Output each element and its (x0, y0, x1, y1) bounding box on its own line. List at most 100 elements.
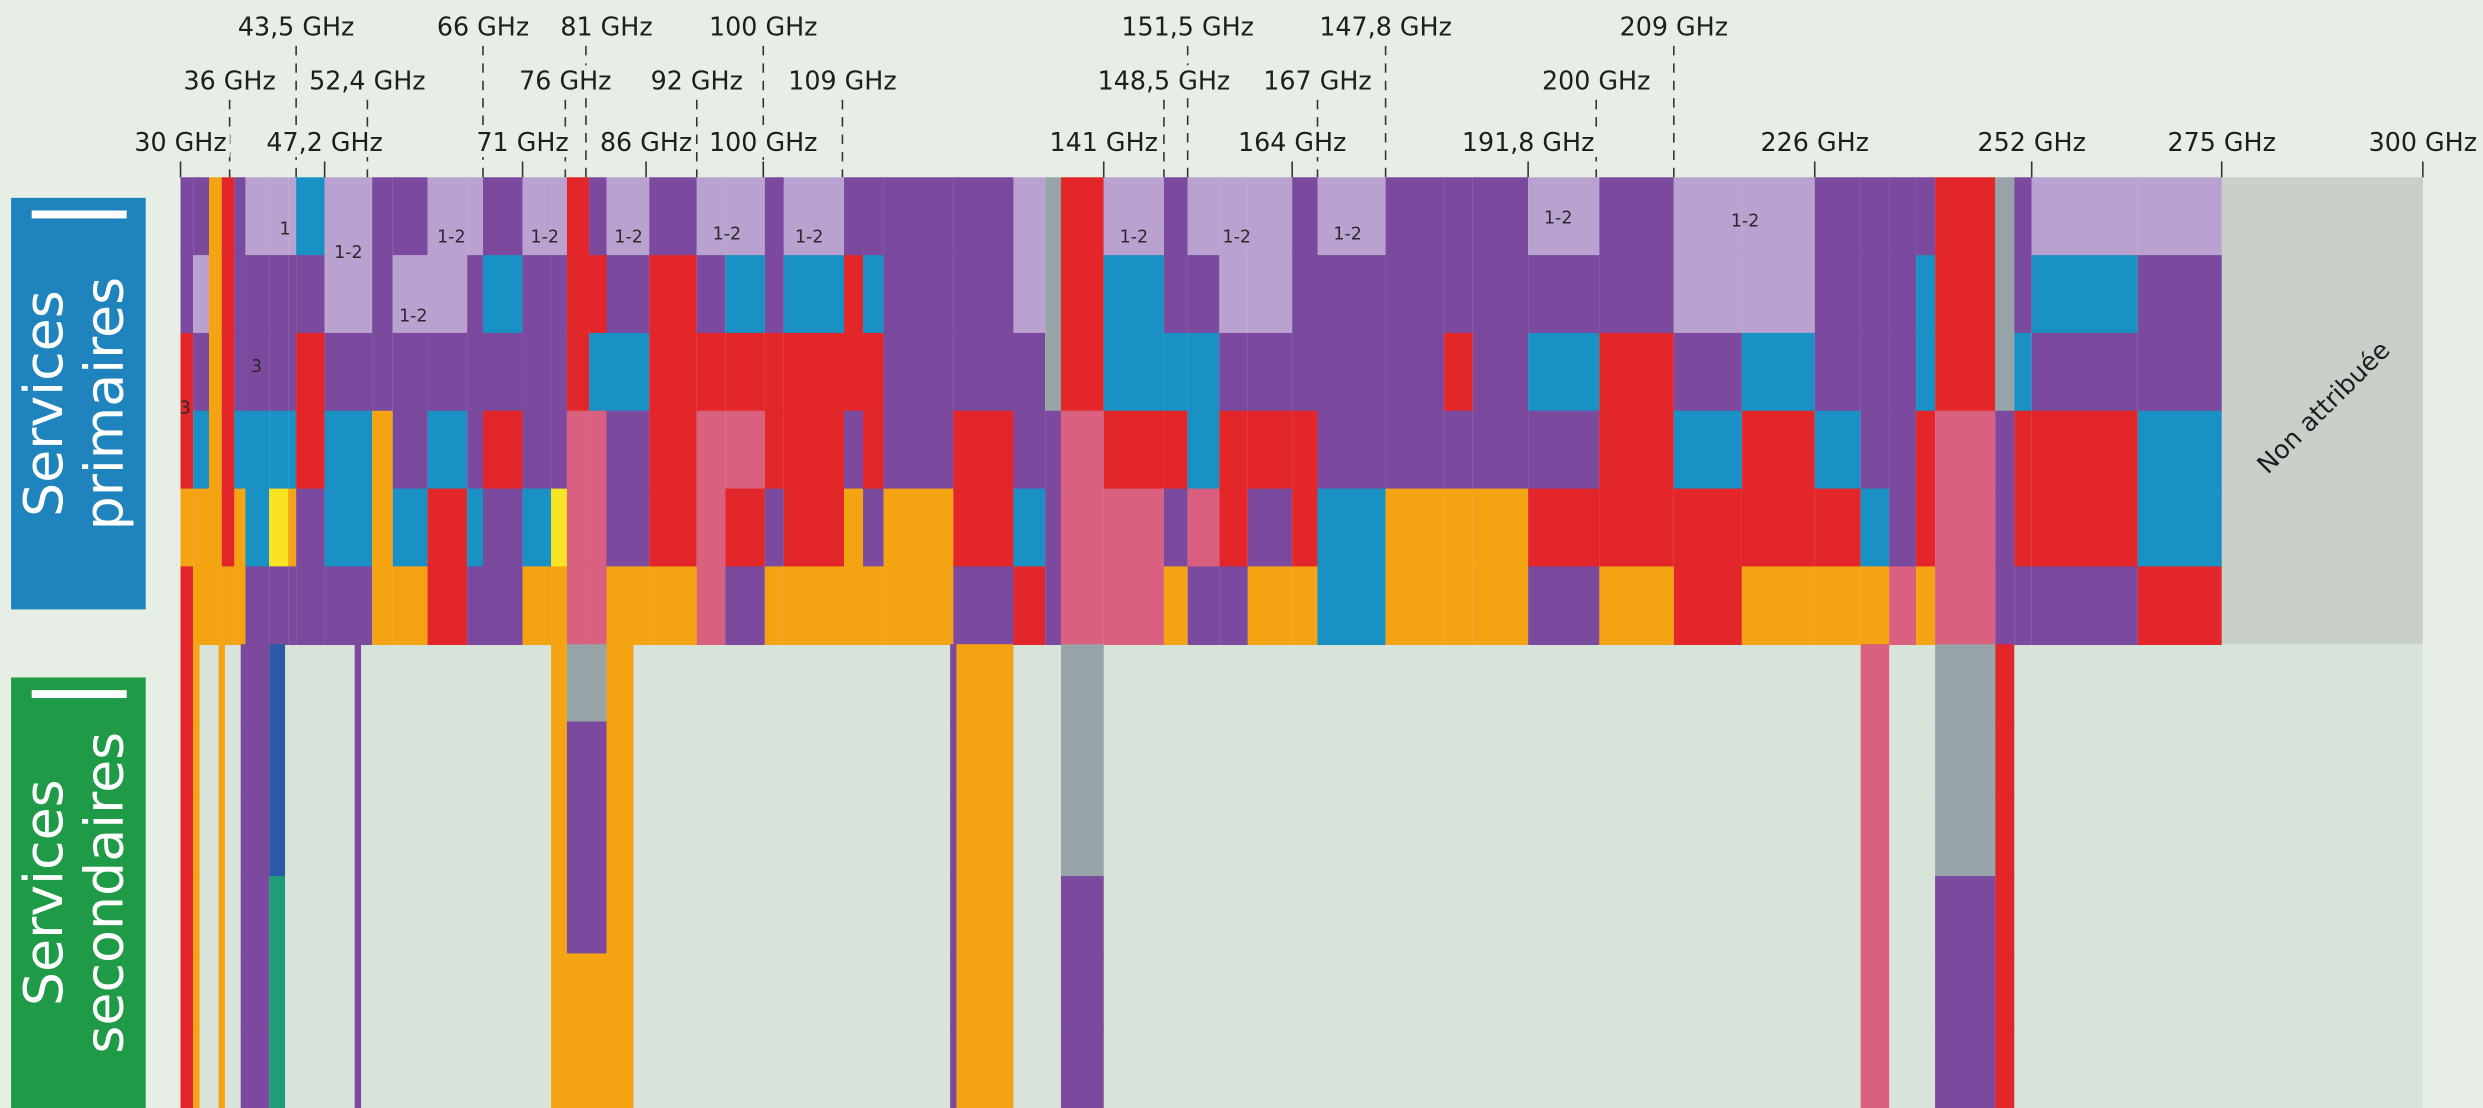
side-label: Services (12, 290, 75, 517)
primary-band (1472, 332, 1529, 412)
primary-band (1814, 566, 1861, 646)
primary-band (863, 255, 884, 334)
primary-band (1163, 255, 1188, 334)
band-label: 1 (279, 220, 290, 240)
primary-band (296, 332, 325, 412)
primary-band (1444, 255, 1473, 334)
secondary-band (1860, 1030, 1890, 1108)
frequency-label: 252 GHz (1977, 127, 2085, 157)
frequency-label: 200 GHz (1542, 65, 1650, 95)
primary-band (324, 255, 373, 334)
primary-band (589, 177, 607, 256)
secondary-band (218, 721, 225, 800)
primary-band (883, 332, 954, 412)
label-bg (234, 11, 358, 42)
primary-band (844, 177, 864, 256)
secondary-band (240, 953, 270, 1032)
secondary-band (180, 953, 194, 1032)
primary-band (764, 255, 784, 334)
secondary-band (1935, 644, 1996, 723)
secondary-band (1860, 953, 1890, 1032)
secondary-band (218, 798, 225, 877)
secondary-band (566, 876, 607, 955)
primary-band (1013, 410, 1046, 490)
primary-band (1292, 410, 1318, 490)
primary-band (1163, 410, 1188, 490)
primary-band (1528, 410, 1600, 490)
primary-band (649, 566, 697, 646)
side-label: Services (12, 779, 75, 1006)
label-bg (1757, 127, 1873, 158)
primary-band (269, 566, 289, 646)
primary-band (193, 332, 210, 412)
frequency-label: 167 GHz (1263, 65, 1371, 95)
band-label: 1-2 (614, 227, 642, 247)
primary-band (221, 566, 235, 646)
primary-band (589, 488, 607, 568)
primary-band (1385, 488, 1445, 568)
primary-band (606, 177, 650, 256)
label-bg (1118, 11, 1258, 42)
primary-band (1444, 410, 1473, 490)
primary-band (566, 566, 590, 646)
secondary-band (606, 953, 634, 1032)
primary-band (482, 177, 523, 256)
primary-band (566, 488, 590, 568)
secondary-band (956, 953, 1014, 1032)
primary-band (1013, 488, 1046, 568)
primary-band (324, 332, 373, 412)
secondary-band (180, 721, 194, 800)
primary-band (844, 566, 864, 646)
secondary-band (950, 721, 957, 800)
primary-band (269, 488, 289, 568)
primary-band (953, 410, 1014, 490)
primary-band (2031, 410, 2138, 490)
secondary-band (1060, 798, 1104, 877)
secondary-band (1995, 876, 2015, 955)
primary-band (1045, 177, 1061, 256)
primary-band (1599, 566, 1674, 646)
primary-band (522, 488, 552, 568)
primary-band (296, 566, 325, 646)
primary-band (2137, 255, 2222, 334)
primary-band (783, 255, 845, 334)
primary-band (1935, 177, 1996, 256)
label-bg (1538, 65, 1654, 96)
primary-band (1741, 332, 1815, 412)
band-label: 1-2 (1223, 227, 1251, 247)
frequency-label: 191,8 GHz (1462, 127, 1595, 157)
primary-band (1247, 177, 1293, 256)
label-bg (647, 65, 747, 96)
primary-band (1472, 566, 1529, 646)
primary-band (2137, 488, 2222, 568)
primary-band (1163, 177, 1188, 256)
primary-band (1860, 255, 1890, 334)
secondary-band (354, 953, 362, 1032)
primary-band (482, 410, 523, 490)
secondary-band (1060, 953, 1104, 1032)
primary-band (696, 410, 726, 490)
primary-band (324, 410, 373, 490)
primary-band (1247, 566, 1293, 646)
primary-band (551, 177, 567, 256)
primary-band (1317, 255, 1386, 334)
primary-band (783, 410, 845, 490)
secondary-band (950, 876, 957, 955)
primary-band (324, 488, 373, 568)
primary-band (1528, 566, 1600, 646)
band-label: 1-2 (334, 243, 362, 263)
secondary-band (1860, 876, 1890, 955)
primary-band (1444, 177, 1473, 256)
primary-band (467, 332, 483, 412)
primary-band (551, 255, 567, 334)
secondary-band (566, 1030, 607, 1108)
band-label: 3 (180, 398, 191, 418)
primary-band (1013, 332, 1046, 412)
primary-band (1741, 410, 1815, 490)
secondary-band (354, 721, 362, 800)
frequency-label: 52,4 GHz (309, 65, 425, 95)
primary-band (1889, 255, 1917, 334)
secondary-band (1935, 953, 1996, 1032)
secondary-band (606, 644, 634, 723)
